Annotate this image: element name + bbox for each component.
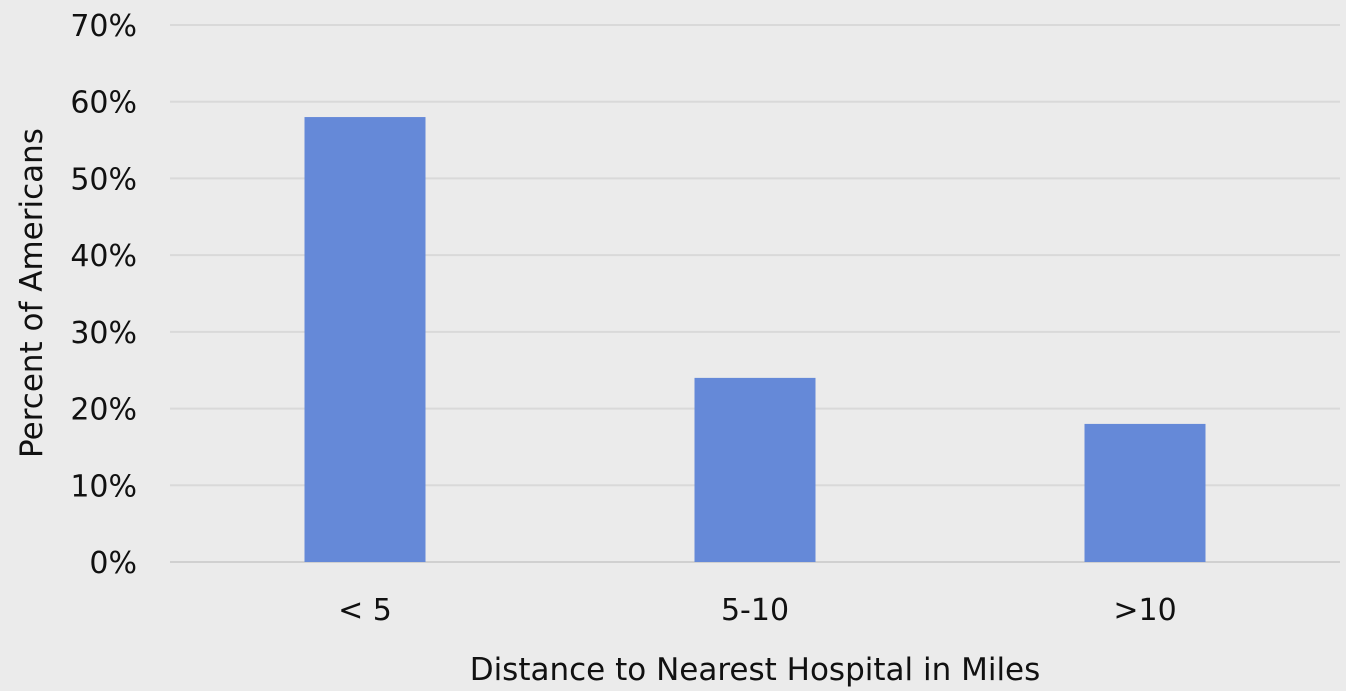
y-tick-label: 20% xyxy=(70,393,137,428)
bar xyxy=(1084,423,1206,562)
y-tick-label: 30% xyxy=(70,316,137,351)
x-axis-ticks: < 5 5-10 >10 xyxy=(338,593,1177,628)
y-axis-ticks: 0% 10% 20% 30% 40% 50% 60% 70% xyxy=(70,9,137,581)
bar xyxy=(304,117,426,563)
y-tick-label: 60% xyxy=(70,86,137,121)
bars xyxy=(304,117,1206,563)
bar xyxy=(694,377,816,562)
x-tick-label: >10 xyxy=(1113,593,1176,628)
x-axis-title: Distance to Nearest Hospital in Miles xyxy=(470,652,1041,688)
y-tick-label: 0% xyxy=(89,546,137,581)
x-tick-label: < 5 xyxy=(338,593,392,628)
x-tick-label: 5-10 xyxy=(721,593,789,628)
y-tick-label: 10% xyxy=(70,469,137,504)
y-tick-label: 50% xyxy=(70,162,137,197)
y-tick-label: 70% xyxy=(70,9,137,44)
y-axis-title: Percent of Americans xyxy=(14,128,50,458)
y-tick-label: 40% xyxy=(70,239,137,274)
